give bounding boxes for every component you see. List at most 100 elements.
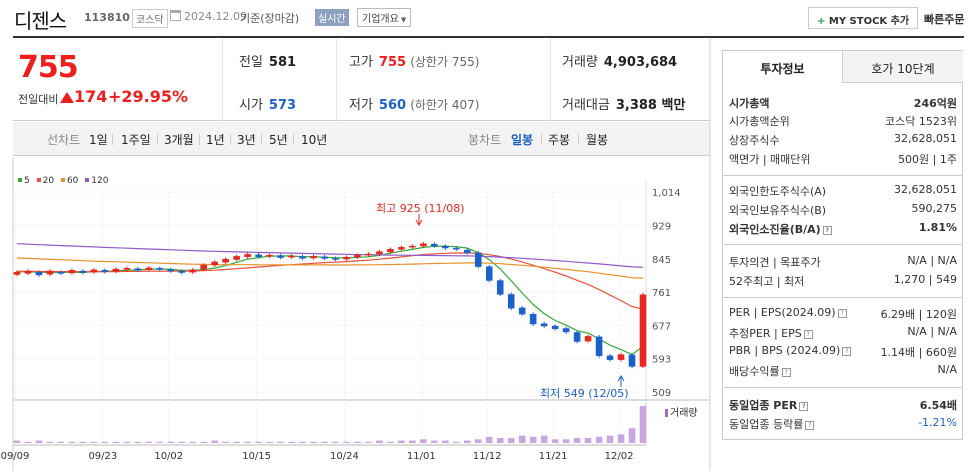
prev-close-value: 581	[268, 55, 297, 70]
tab-candle-daily[interactable]: 일봉	[511, 133, 534, 147]
volume-bar	[518, 435, 526, 443]
realtime-badge[interactable]: 실시간	[315, 9, 349, 26]
divider	[336, 38, 337, 121]
volume-bar	[134, 441, 142, 443]
candle	[628, 354, 636, 367]
tab-period[interactable]: 3년	[237, 133, 256, 147]
candle	[507, 294, 515, 309]
y-tick-label: 761	[652, 288, 671, 299]
volume-bar	[584, 438, 592, 443]
ma-line-5	[16, 245, 644, 356]
y-tick-label: 845	[652, 255, 671, 266]
volume-bar	[540, 435, 548, 443]
candle	[211, 261, 218, 266]
volume-value: 4,903,684	[603, 55, 678, 70]
quick-order-link[interactable]: 빠른주문	[924, 13, 965, 26]
help-icon[interactable]: ?	[781, 368, 791, 377]
candle	[288, 255, 295, 258]
volume-bar	[507, 438, 515, 443]
ma-line-60	[16, 257, 644, 279]
help-icon[interactable]: ?	[822, 226, 832, 235]
volume-bar	[562, 439, 570, 443]
amount-field: 거래대금 3,388 백만	[562, 94, 685, 113]
tab-candle-weekly[interactable]: 주봉	[548, 133, 571, 147]
info-row: 배당수익률? N/A	[729, 363, 957, 378]
chart-period-tabs: 선차트 1일 1주일 3개월 1년 3년 5년 10년 봉차트 일봉 주봉 월봉	[13, 122, 710, 156]
volume-bar	[376, 440, 383, 443]
price-change-percent: +29.95%	[108, 87, 189, 106]
header-divider	[13, 36, 964, 38]
volume-bar	[617, 434, 625, 443]
ma-legend: 5 20 60 120	[14, 176, 108, 186]
volume-bar	[46, 441, 54, 443]
x-tick-label: 10/24	[330, 451, 359, 462]
foreign-hold-label: 외국인보유주식수(B)	[729, 204, 827, 217]
candle	[299, 256, 306, 259]
help-icon[interactable]: ?	[799, 402, 809, 411]
candle	[255, 254, 262, 257]
sector-per-label: 동일업종 PER	[729, 399, 798, 412]
tab-period[interactable]: 1년	[206, 133, 225, 147]
candle	[24, 270, 32, 274]
candle	[540, 323, 548, 327]
info-row: 외국인소진율(B/A)? 1.81%	[729, 221, 957, 236]
candle	[222, 258, 229, 263]
volume-bar	[233, 441, 240, 443]
volume-bar	[200, 441, 207, 443]
tab-period[interactable]: 1주일	[121, 133, 151, 147]
x-tick-label: 09/09	[1, 451, 30, 462]
add-mystock-label: MY STOCK 추가	[828, 16, 910, 27]
low-arrow-icon	[617, 375, 625, 387]
volume-bar	[343, 441, 350, 443]
tab-period[interactable]: 1일	[89, 133, 108, 147]
candle	[518, 307, 526, 315]
line-chart-label[interactable]: 선차트	[47, 133, 81, 147]
info-row: 동일업종 PER? 6.54배	[729, 397, 957, 412]
tab-period[interactable]: 3개월	[164, 133, 194, 147]
tab-candle-monthly[interactable]: 월봉	[586, 133, 609, 147]
volume-bar	[409, 440, 416, 443]
candle	[365, 253, 372, 256]
legend-swatch	[85, 178, 90, 182]
x-tick-label: 12/02	[605, 451, 634, 462]
par-value-label: 액면가 | 매매단위	[729, 153, 811, 166]
tab-investment-info[interactable]: 투자정보	[723, 51, 843, 83]
volume-bar	[321, 441, 328, 443]
volume-legend-swatch	[665, 409, 668, 417]
per-label: PER | EPS(2024.09)	[729, 306, 836, 319]
tab-order-book[interactable]: 호가 10단계	[843, 51, 963, 83]
open-label: 시가	[239, 98, 263, 113]
help-icon[interactable]: ?	[803, 330, 813, 339]
market-cap-rank-label: 시가총액순위	[729, 115, 790, 128]
company-overview-dropdown[interactable]: 기업개요 ▼	[357, 8, 412, 27]
pbr-label: PBR | BPS (2024.09)	[729, 344, 841, 357]
stock-name: 디젠스	[14, 9, 67, 33]
help-icon[interactable]: ?	[805, 421, 815, 430]
candle	[485, 266, 493, 281]
stock-header: 디젠스 113810 코스닥 2024.12.09 기준(장마감) 실시간 기업…	[0, 0, 977, 36]
candle	[463, 249, 471, 253]
help-icon[interactable]: ?	[842, 347, 852, 356]
add-mystock-button[interactable]: + MY STOCK 추가	[808, 7, 919, 29]
quote-basis: 기준(장마감)	[240, 12, 300, 25]
volume-bar	[573, 438, 581, 443]
y-tick-label: 1,014	[652, 188, 681, 199]
tab-period[interactable]: 10년	[301, 133, 328, 147]
help-icon[interactable]: ?	[837, 309, 847, 318]
candle	[310, 256, 317, 259]
tab-period[interactable]: 5년	[269, 133, 288, 147]
candle-chart-label[interactable]: 봉차트	[468, 133, 502, 147]
info-row: 외국인한도주식수(A) 32,628,051	[729, 183, 957, 198]
candle	[277, 255, 284, 258]
volume-bar	[90, 441, 98, 443]
divider	[550, 38, 551, 121]
market-badge: 코스닥	[132, 9, 168, 28]
volume-bar	[244, 441, 251, 443]
ma-line-120	[16, 243, 644, 268]
market-cap-rank-value: 코스닥 1523위	[885, 115, 957, 128]
candle	[387, 249, 394, 253]
plus-icon: +	[817, 16, 826, 27]
divider	[723, 387, 962, 388]
volume-bar	[365, 441, 372, 443]
candle	[101, 270, 109, 272]
